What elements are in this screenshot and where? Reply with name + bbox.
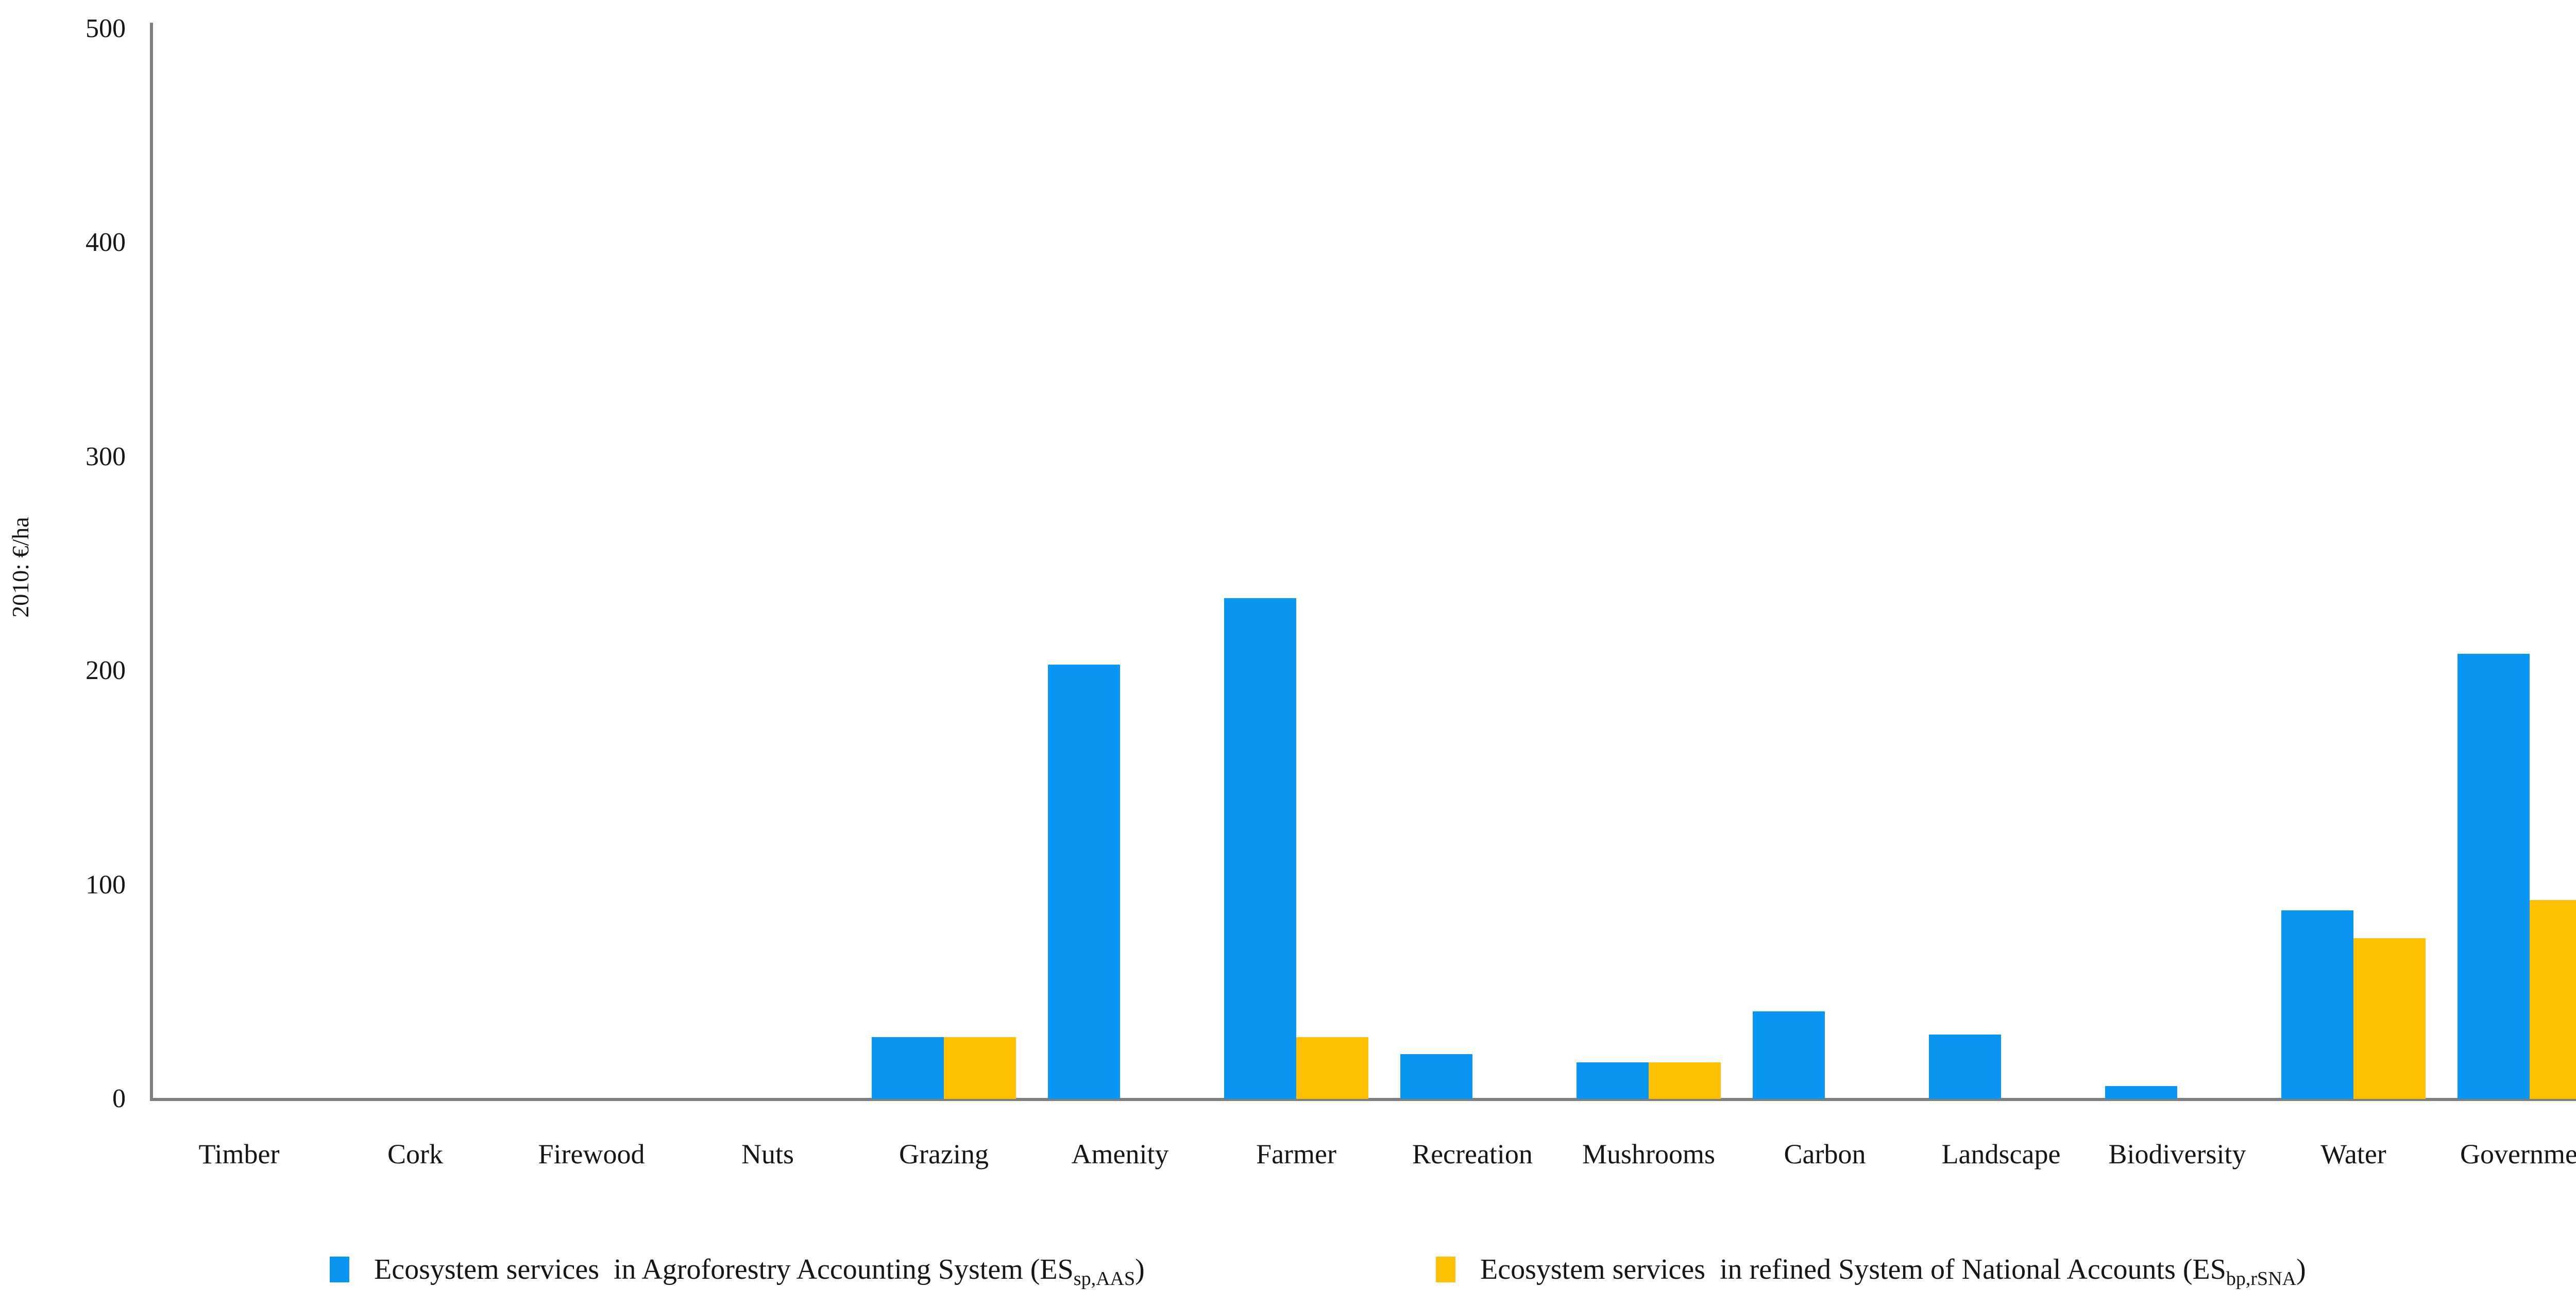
y-axis-line bbox=[150, 23, 153, 1101]
bar-amenity-aas bbox=[1048, 664, 1120, 1099]
x-label-amenity: Amenity bbox=[1071, 1139, 1169, 1170]
legend-item-rsna: Ecosystem services in refined System of … bbox=[1436, 1249, 2306, 1290]
y-tick-label-400: 400 bbox=[86, 228, 126, 257]
x-label-recreation: Recreation bbox=[1412, 1139, 1533, 1170]
bar-government-aas bbox=[2458, 653, 2530, 1099]
legend-item-aas: Ecosystem services in Agroforestry Accou… bbox=[330, 1249, 1145, 1290]
bar-grazing-aas bbox=[872, 1037, 944, 1099]
y-tick-label-0: 0 bbox=[112, 1084, 126, 1113]
bar-carbon-aas bbox=[1753, 1011, 1825, 1099]
bar-recreation-aas bbox=[1400, 1054, 1472, 1099]
bar-mushrooms-aas bbox=[1577, 1062, 1649, 1099]
x-label-mushrooms: Mushrooms bbox=[1582, 1139, 1716, 1170]
x-label-nuts: Nuts bbox=[741, 1139, 794, 1170]
bar-water-aas bbox=[2281, 910, 2353, 1099]
bar-farmer-aas bbox=[1224, 598, 1296, 1099]
x-label-timber: Timber bbox=[198, 1139, 280, 1170]
x-axis-line bbox=[150, 1098, 2576, 1101]
x-label-biodiversity: Biodiversity bbox=[2108, 1139, 2246, 1170]
bar-biodiversity-aas bbox=[2105, 1086, 2177, 1099]
bar-water-rsna bbox=[2353, 938, 2426, 1099]
blue-square-icon bbox=[330, 1257, 349, 1282]
x-label-cork: Cork bbox=[387, 1139, 443, 1170]
y-tick-label-100: 100 bbox=[86, 870, 126, 900]
bar-landscape-aas bbox=[1929, 1035, 2001, 1099]
x-label-landscape: Landscape bbox=[1941, 1139, 2061, 1170]
yellow-square-icon bbox=[1436, 1257, 1455, 1282]
x-label-grazing: Grazing bbox=[899, 1139, 989, 1170]
x-label-farmer: Farmer bbox=[1256, 1139, 1336, 1170]
y-tick-label-300: 300 bbox=[86, 442, 126, 471]
x-label-firewood: Firewood bbox=[538, 1139, 645, 1170]
y-tick-label-200: 200 bbox=[86, 656, 126, 685]
bar-mushrooms-rsna bbox=[1649, 1062, 1721, 1099]
x-label-water: Water bbox=[2320, 1139, 2386, 1170]
legend-label: Ecosystem services in Agroforestry Accou… bbox=[374, 1254, 1145, 1290]
bar-farmer-rsna bbox=[1296, 1037, 1368, 1099]
legend-label: Ecosystem services in refined System of … bbox=[1480, 1254, 2306, 1290]
bar-government-rsna bbox=[2530, 900, 2576, 1099]
x-label-carbon: Carbon bbox=[1784, 1139, 1866, 1170]
x-label-government: Government bbox=[2460, 1139, 2576, 1170]
y-tick-label-500: 500 bbox=[86, 13, 126, 43]
bar-grazing-rsna bbox=[944, 1037, 1016, 1099]
